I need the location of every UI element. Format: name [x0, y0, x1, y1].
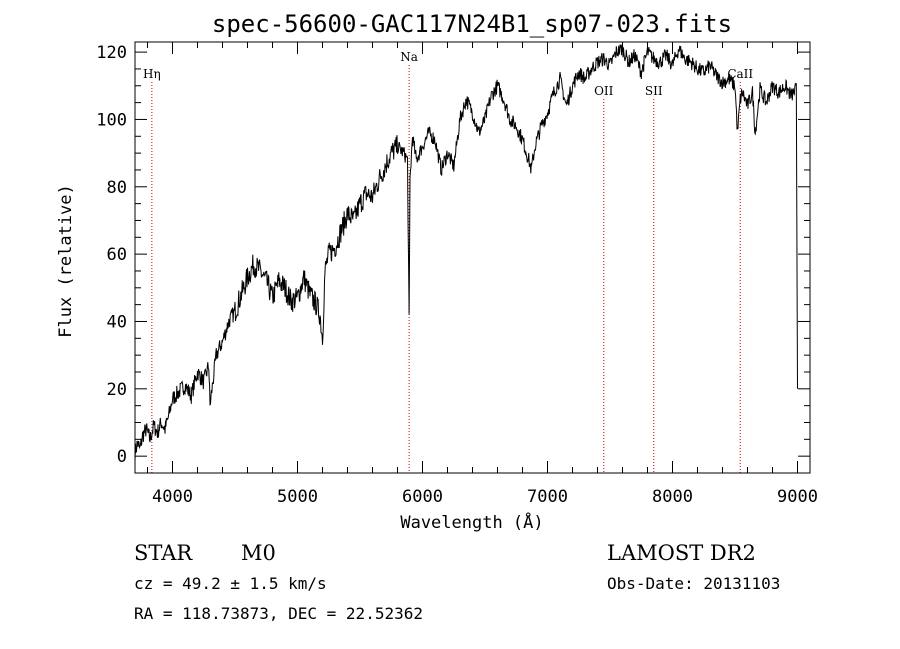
chart-title: spec-56600-GAC117N24B1_sp07-023.fits	[212, 10, 732, 38]
spectral-line-label: OII	[594, 84, 614, 98]
spectral-line-label: Hη	[143, 67, 161, 81]
y-tick-label: 60	[107, 245, 127, 265]
object-subclass: M0	[241, 541, 276, 565]
spectral-line-markers: Hη Na OII SII CaII	[143, 50, 753, 473]
x-tick-label: 6000	[402, 487, 443, 507]
redshift-info: cz = 49.2 ± 1.5 km/s	[134, 574, 327, 593]
spectral-line-label: SII	[645, 84, 663, 98]
x-tick-label: 8000	[652, 487, 693, 507]
y-tick-label: 80	[107, 178, 127, 198]
y-tick-label: 20	[107, 380, 127, 400]
y-tick-label: 40	[107, 312, 127, 332]
y-tick-label: 120	[96, 43, 127, 63]
y-tick-label: 0	[117, 447, 127, 467]
object-class: STAR	[134, 541, 193, 565]
x-tick-label: 5000	[277, 487, 318, 507]
y-tick-label: 100	[96, 110, 127, 130]
observation-date: Obs-Date: 20131103	[607, 574, 780, 593]
y-axis-label: Flux (relative)	[56, 184, 76, 338]
plot-frame	[134, 41, 811, 474]
x-tick-label: 4000	[152, 487, 193, 507]
x-tick-label: 9000	[777, 487, 818, 507]
spectral-line-label: CaII	[727, 67, 753, 81]
x-tick-label: 7000	[527, 487, 568, 507]
coordinates-info: RA = 118.73873, DEC = 22.52362	[134, 604, 423, 623]
axis-ticks: 4000 5000 6000 7000 8000 9000 0 20 40 60 80 100 120	[96, 42, 818, 507]
spectral-line-label: Na	[400, 50, 418, 64]
x-axis-label: Wavelength (Å)	[400, 511, 543, 533]
survey-name: LAMOST DR2	[607, 541, 756, 565]
spectrum-line	[134, 44, 798, 462]
